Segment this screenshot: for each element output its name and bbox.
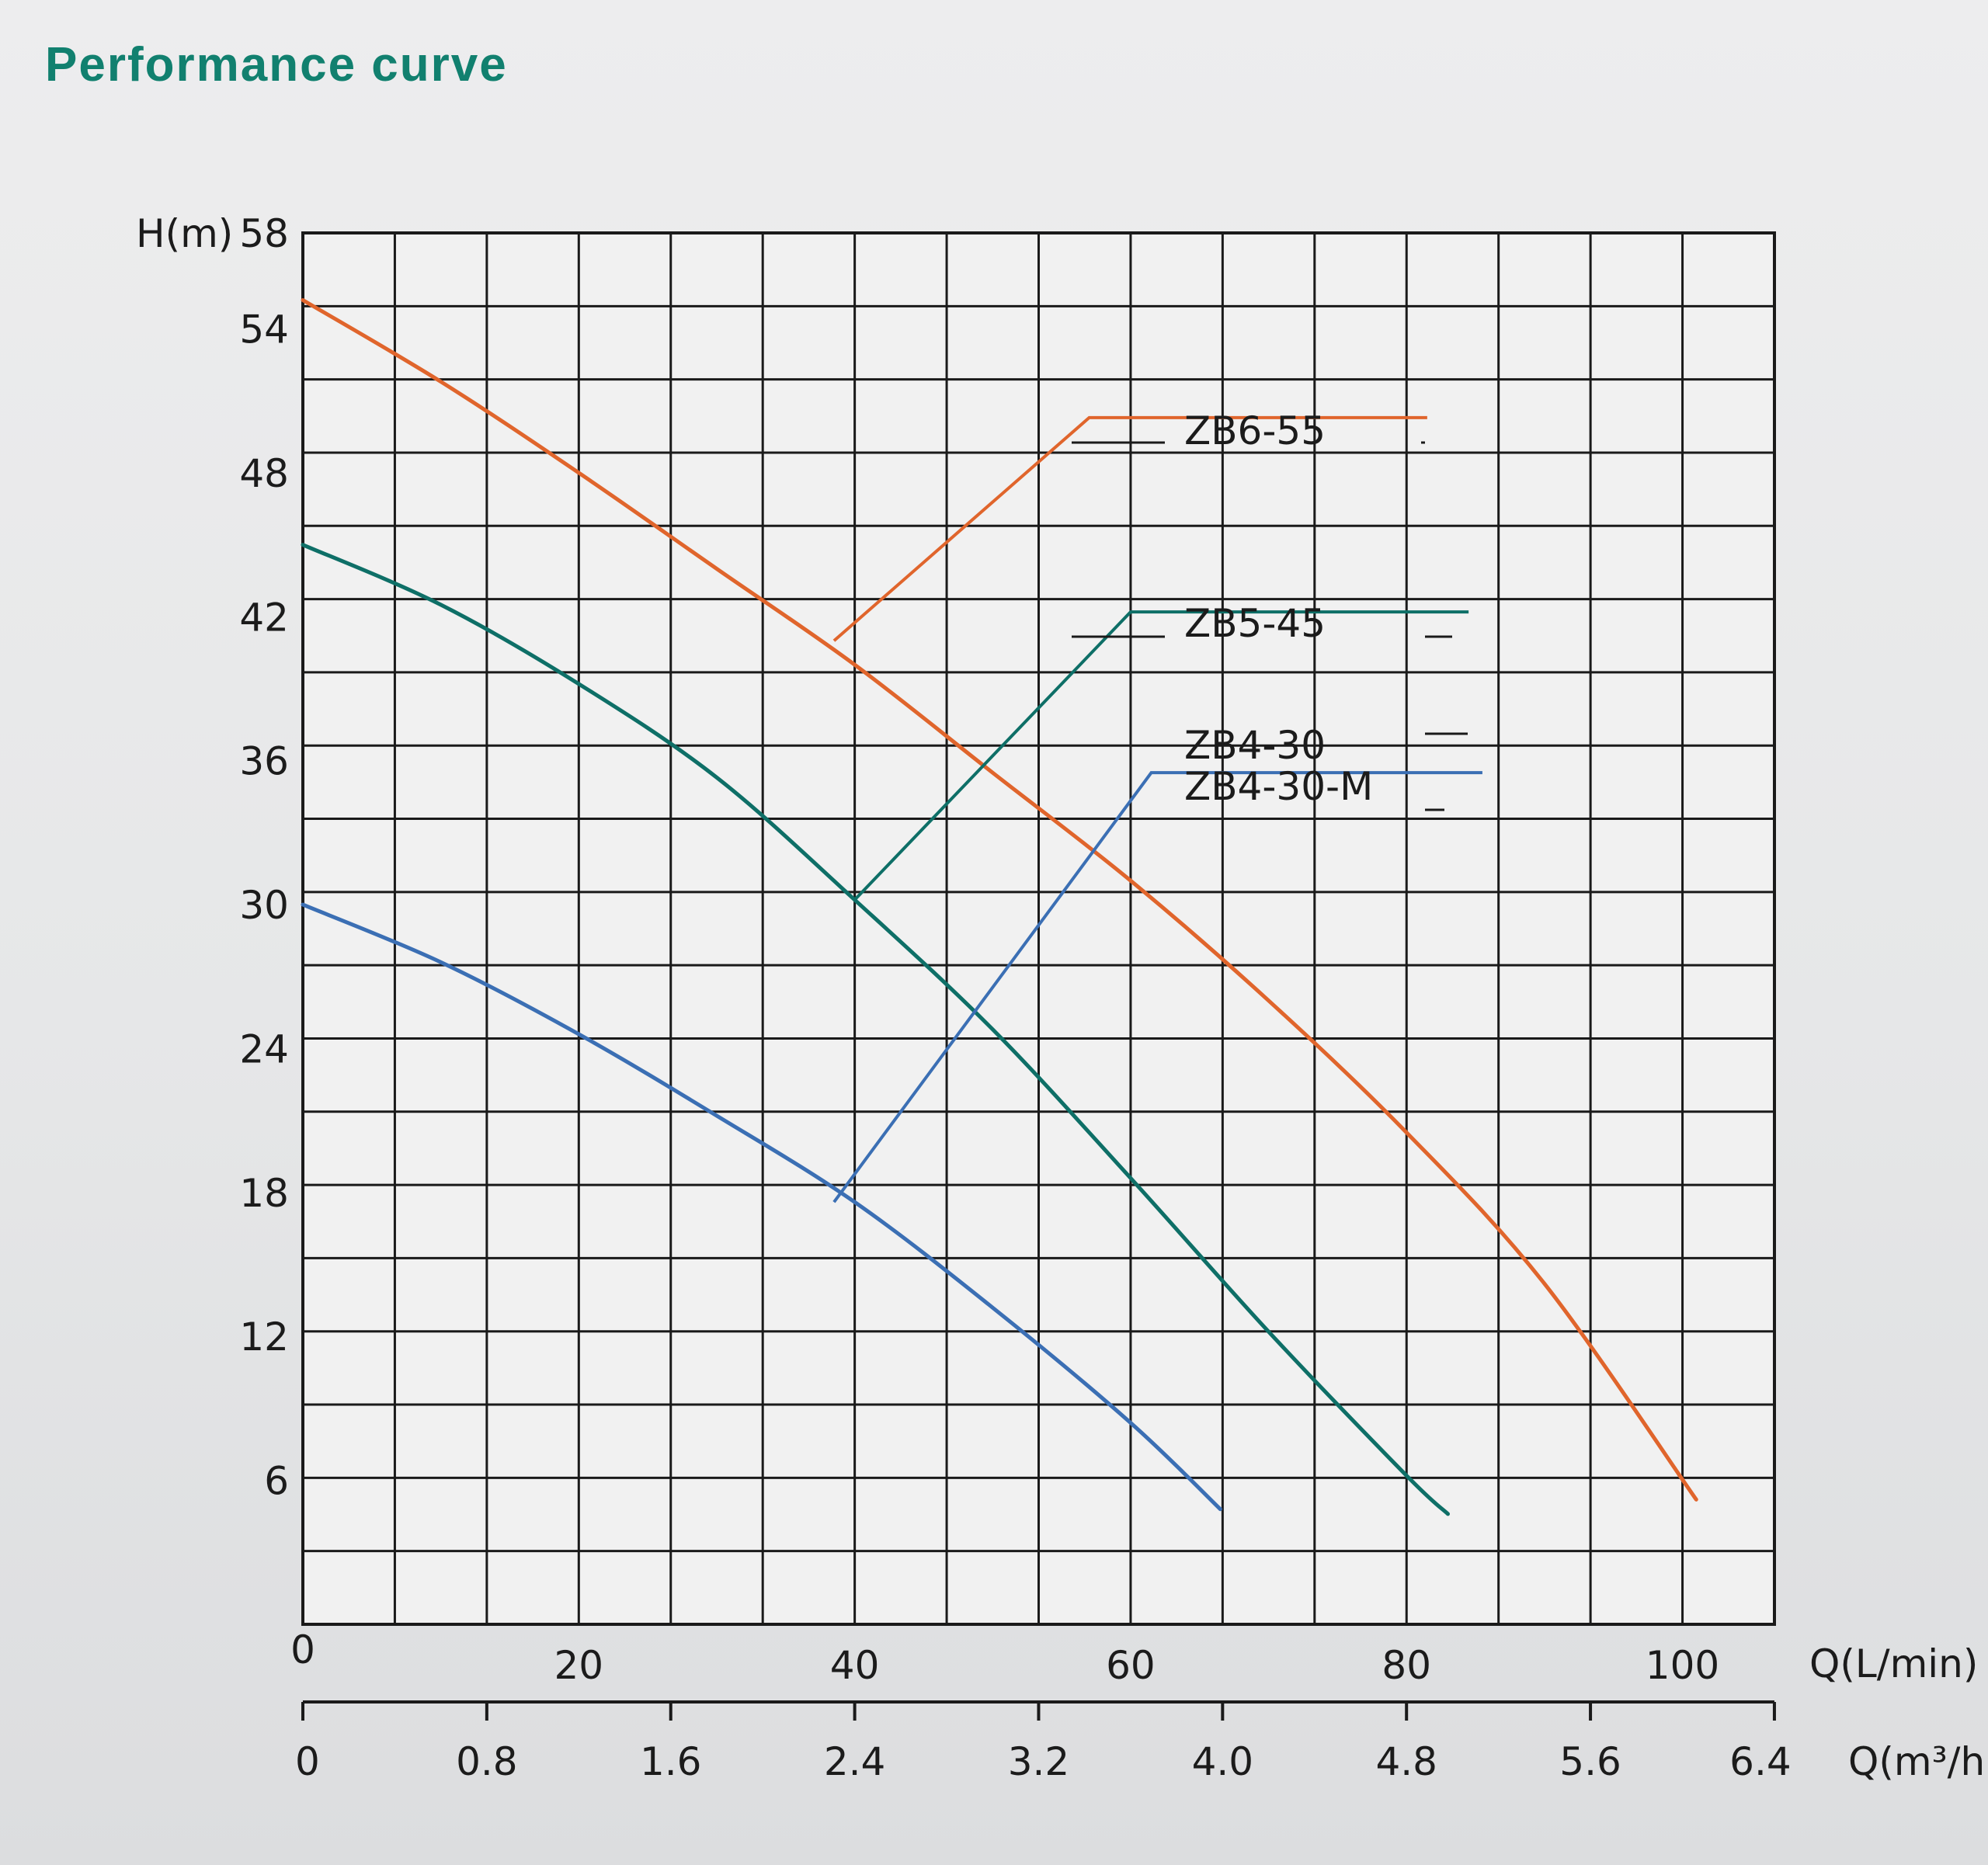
x2-tick-label: 2.4 xyxy=(824,1739,886,1784)
y-axis: 6 12 18 24 30 36 42 48 54 58H(m) xyxy=(136,211,289,1504)
y-tick-label: 12 xyxy=(239,1315,289,1360)
series-line-zb5-45 xyxy=(301,543,1450,1516)
leader-line-zb5-45 xyxy=(853,610,1469,901)
y-tick-label: 42 xyxy=(239,595,289,640)
grid xyxy=(301,231,1776,1626)
x2-tick-label: 6.4 xyxy=(1729,1739,1792,1784)
series-line-zb4-30 xyxy=(301,902,1222,1512)
series-label-zb4-30-m: ZB4-30-M xyxy=(1184,764,1373,809)
y-tick-label: 30 xyxy=(239,883,289,928)
x-tick-label: 40 xyxy=(830,1643,880,1688)
series-line-zb6-55 xyxy=(301,298,1698,1502)
series-label-zb6-55: ZB6-55 xyxy=(1184,408,1326,453)
x2-tick-label: 3.2 xyxy=(1008,1739,1070,1784)
y-tick-label: 48 xyxy=(239,451,289,496)
leader-line-zb4-30 xyxy=(832,771,1482,1203)
y-tick-label: 58 xyxy=(239,211,289,256)
x2-tick-label: 0.8 xyxy=(456,1739,518,1784)
page-title: Performance curve xyxy=(45,38,508,92)
series xyxy=(301,298,1698,1516)
x2-tick-label: 1.6 xyxy=(640,1739,702,1784)
x-tick-label: 60 xyxy=(1106,1643,1156,1688)
leader-line-zb6-55 xyxy=(832,415,1427,642)
x-axis-label: Q(L/min) xyxy=(1809,1641,1978,1686)
x-tick-label: 80 xyxy=(1382,1643,1431,1688)
y-tick-label: 24 xyxy=(239,1026,289,1071)
x-tick-label: 100 xyxy=(1646,1643,1719,1688)
x-tick-label: 0 xyxy=(290,1627,315,1672)
x2-tick-label: 0 xyxy=(295,1739,320,1784)
x2-tick-label: 4.8 xyxy=(1375,1739,1437,1784)
y-axis-label: H(m) xyxy=(136,211,233,256)
y-tick-label: 18 xyxy=(239,1171,289,1216)
x2-tick-label: 5.6 xyxy=(1559,1739,1621,1784)
y-tick-label: 36 xyxy=(239,739,289,784)
x2-tick-label: 4.0 xyxy=(1192,1739,1254,1784)
series-label-zb4-30: ZB4-30 xyxy=(1184,723,1326,768)
x2-axis-label: Q(m³/h) xyxy=(1848,1739,1988,1784)
y-tick-label: 54 xyxy=(239,307,289,353)
x-axis-lpm: 0 20 40 60 80 100 Q(L/min) xyxy=(290,1627,1978,1688)
x-axis-m3h: 0 0.8 1.6 2.4 3.2 4.0 4.8 5.6 6.4 Q(m³/h) xyxy=(295,1700,1988,1784)
x-tick-label: 20 xyxy=(554,1643,603,1688)
series-label-zb5-45: ZB5-45 xyxy=(1184,601,1326,646)
y-tick-label: 6 xyxy=(264,1459,289,1504)
